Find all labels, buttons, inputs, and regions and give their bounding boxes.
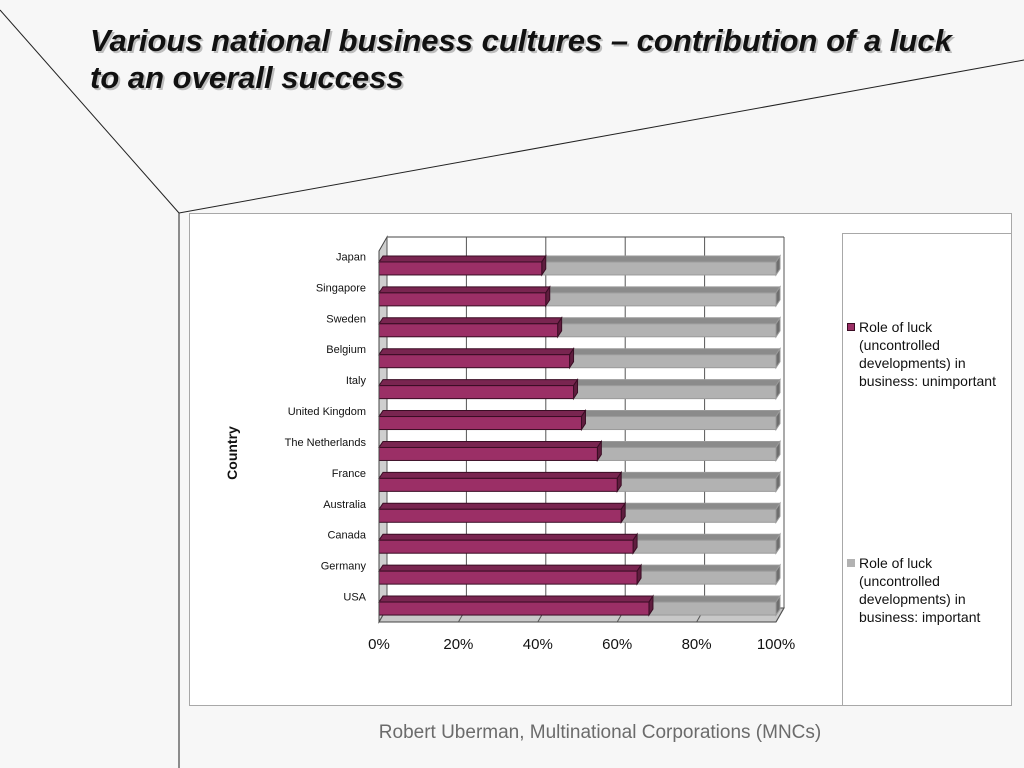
category-label: United Kingdom (288, 406, 366, 418)
slide-footer: Robert Uberman, Multinational Corporatio… (378, 722, 822, 743)
bar-important-top (636, 564, 781, 572)
bar-important-top (540, 255, 781, 263)
category-label: Australia (323, 499, 367, 511)
bar-important-front (632, 539, 777, 554)
bar-unimportant-front (378, 385, 575, 400)
bar-unimportant-front (378, 292, 547, 307)
slide-title: Various national business cultures – con… (90, 23, 952, 95)
category-label: Singapore (316, 282, 366, 294)
bar-unimportant-top (378, 533, 639, 541)
x-tick-label: 40% (523, 636, 553, 653)
bar-important-front (569, 354, 777, 369)
x-floor-tick (775, 607, 785, 623)
bar-unimportant-top (378, 595, 654, 603)
x-tick-label: 20% (443, 636, 473, 653)
y-axis-title: Country (224, 426, 240, 480)
bar-unimportant-front (378, 323, 559, 338)
category-label: USA (343, 592, 366, 604)
bar-important-front (580, 416, 777, 431)
bar-important-front (545, 292, 777, 307)
bar-unimportant-top (378, 255, 547, 263)
legend-item-important: Role of luck (uncontrolled developments)… (847, 554, 1011, 626)
bar-unimportant-front (378, 446, 598, 461)
category-label: The Netherlands (285, 437, 367, 449)
bar-important-top (648, 595, 781, 603)
bar-unimportant-top (378, 440, 603, 448)
category-label: Sweden (326, 313, 366, 325)
bar-unimportant-top (378, 348, 575, 356)
legend-label-unimportant: Role of luck (uncontrolled developments)… (859, 319, 996, 389)
bar-important-top (556, 317, 781, 325)
legend-swatch-important (847, 559, 855, 567)
legend-label-important: Role of luck (uncontrolled developments)… (859, 555, 981, 625)
category-label: France (332, 468, 366, 480)
bar-unimportant-top (378, 471, 623, 479)
x-tick-label: 100% (757, 636, 795, 653)
bar-important-front (616, 477, 777, 492)
category-label: Germany (321, 561, 367, 573)
category-label: Belgium (326, 344, 366, 356)
bar-unimportant-front (378, 570, 638, 585)
bar-unimportant-front (378, 508, 622, 523)
category-label: Italy (346, 375, 367, 387)
bar-unimportant-front (378, 416, 582, 431)
bar-important-front (636, 570, 777, 585)
bar-unimportant-front (378, 601, 650, 616)
bar-unimportant-top (378, 564, 642, 572)
bar-unimportant-front (378, 477, 618, 492)
legend-swatch-unimportant (847, 323, 855, 331)
bar-important-top (572, 379, 781, 387)
bar-unimportant-top (378, 410, 587, 418)
bar-unimportant-front (378, 261, 543, 276)
bar-chart: 0% 20% 40% 60% 80% 100% Country Japan Singapore S… (224, 235, 795, 653)
category-label: Canada (327, 530, 366, 542)
bar-important-front (541, 261, 777, 276)
x-tick-label: 80% (682, 636, 712, 653)
bar-unimportant-top (378, 502, 627, 510)
bar-important-top (620, 502, 781, 510)
bar-important-top (632, 533, 781, 541)
category-label: Japan (336, 251, 366, 263)
chart-legend: Role of luck (uncontrolled developments)… (842, 233, 1012, 706)
x-tick-label: 0% (368, 636, 390, 653)
bar-important-front (648, 601, 777, 616)
bar-important-top (616, 471, 781, 479)
bar-important-top (596, 440, 781, 448)
bar-important-front (620, 508, 777, 523)
bar-unimportant-top (378, 379, 579, 387)
bar-important-top (568, 348, 781, 356)
bar-important-top (580, 410, 781, 418)
bar-unimportant-front (378, 354, 571, 369)
bar-important-front (557, 323, 777, 338)
legend-item-unimportant: Role of luck (uncontrolled developments)… (847, 318, 1011, 390)
x-tick-label: 60% (602, 636, 632, 653)
bar-important-front (573, 385, 777, 400)
bar-unimportant-top (378, 286, 551, 294)
bar-important-front (596, 446, 777, 461)
bar-unimportant-front (378, 539, 634, 554)
bar-important-top (544, 286, 781, 294)
bar-unimportant-top (378, 317, 563, 325)
